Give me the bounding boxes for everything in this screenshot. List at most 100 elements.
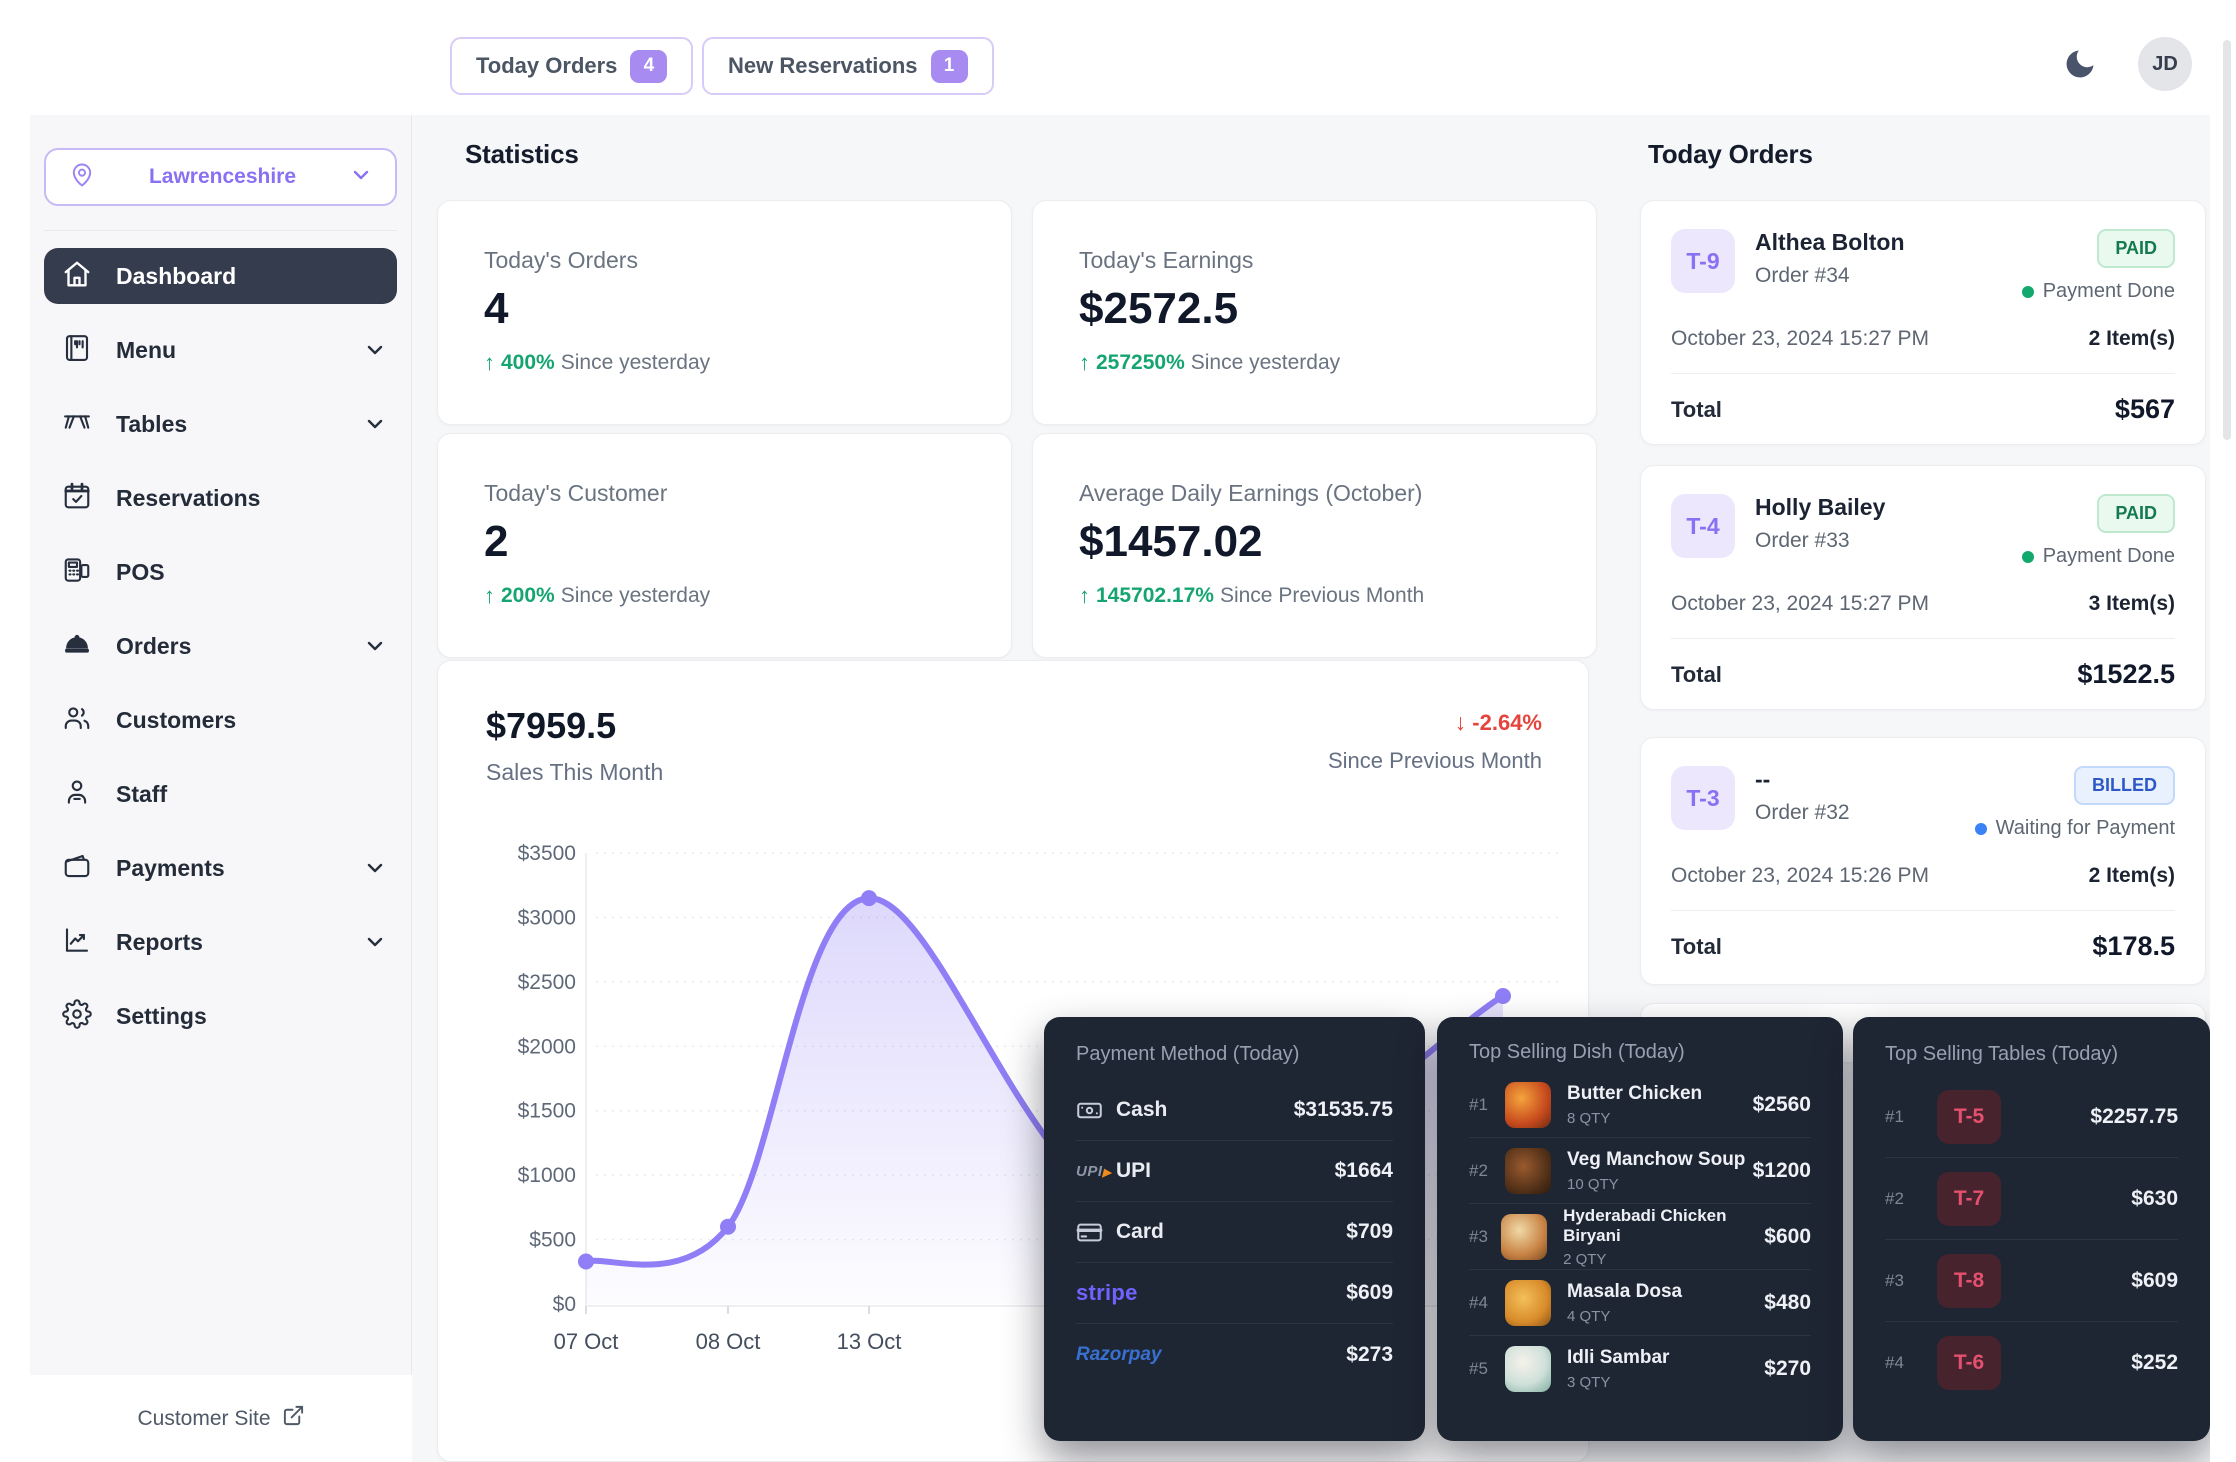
dark-mode-toggle[interactable] [2058,44,2102,88]
tables-panel-title: Top Selling Tables (Today) [1885,1043,2119,1065]
order-items-count: 2 Item(s) [2088,864,2175,887]
new-reservations-count-badge: 1 [930,49,968,83]
stat-delta-note: Since yesterday [1190,351,1341,374]
stat-delta-note: Since yesterday [560,351,711,374]
stat-delta: 200% [501,584,555,607]
payment-row: Cash $31535.75 [1076,1080,1393,1141]
status-badge: PAID [2097,229,2175,268]
svg-text:08 Oct: 08 Oct [696,1329,761,1354]
avatar[interactable]: JD [2138,37,2192,91]
upi-logo: UPI▶ [1076,1162,1112,1180]
new-reservations-button[interactable]: New Reservations 1 [702,37,994,95]
scrollbar-thumb[interactable] [2223,40,2231,440]
stat-label: Today's Orders [484,247,638,273]
external-link-icon [282,1404,305,1433]
status-badge: PAID [2097,494,2175,533]
status-badge: BILLED [2074,766,2175,805]
svg-text:$1000: $1000 [518,1164,576,1187]
svg-text:$0: $0 [553,1293,576,1316]
sidebar-item-reports[interactable]: Reports [44,914,397,970]
sidebar-nav: Dashboard Menu [44,248,397,1044]
payment-status-dot [2021,550,2034,563]
dish-image [1505,1346,1551,1392]
sidebar-item-payments[interactable]: Payments [44,840,397,896]
customer-site-link[interactable]: Customer Site [30,1375,412,1462]
table-badge: T-9 [1671,229,1735,293]
dish-price: $2560 [1752,1092,1811,1116]
pos-terminal-icon [62,555,92,590]
dish-image [1505,1279,1551,1326]
divider [1671,910,2175,911]
today-orders-button[interactable]: Today Orders 4 [450,37,694,95]
table-badge: T-4 [1671,494,1735,558]
payment-method-label: UPI [1116,1159,1152,1182]
dish-qty: 4 QTY [1567,1307,1611,1325]
calendar-check-icon [62,481,92,516]
dish-price: $1200 [1752,1158,1811,1182]
table-badge: T-5 [1937,1089,2001,1144]
svg-text:$3500: $3500 [518,842,576,865]
moon-icon [2062,46,2098,87]
sidebar-item-label: Reservations [116,484,261,511]
total-label: Total [1671,396,1722,422]
svg-text:$2500: $2500 [518,971,576,994]
payment-row: UPI▶ UPI $1664 [1076,1141,1393,1202]
order-card[interactable]: T-3 -- Order #32 BILLED Waiting for Paym… [1640,737,2206,985]
order-number: Order #34 [1755,264,1850,287]
stat-delta: 400% [501,351,555,374]
sidebar-item-orders[interactable]: Orders [44,618,397,674]
location-selector-value: Lawrenceshire [148,165,297,188]
sidebar-item-label: Tables [116,410,188,437]
sidebar-item-label: Orders [116,632,192,659]
payment-method-label: Cash [1116,1098,1168,1121]
chevron-down-icon [363,856,387,880]
order-card[interactable]: T-9 Althea Bolton Order #34 PAID Payment… [1640,200,2206,445]
total-label: Total [1671,933,1722,959]
sidebar-item-reservations[interactable]: Reservations [44,470,397,526]
sidebar-item-label: POS [116,558,165,585]
menu-book-icon [62,333,92,368]
sidebar-item-tables[interactable]: Tables [44,396,397,452]
payment-method-label: Card [1116,1220,1164,1243]
divider [1671,373,2175,374]
sidebar-item-pos[interactable]: POS [44,544,397,600]
chart-icon [62,925,92,960]
arrow-up-icon: ↑ [484,583,495,608]
table-amount: $2257.75 [2090,1104,2178,1128]
home-icon [62,259,92,294]
payment-amount: $31535.75 [1293,1098,1393,1121]
stat-delta: 145702.17% [1096,584,1214,607]
rank-label: #3 [1469,1226,1488,1246]
dish-image [1501,1213,1548,1260]
location-selector[interactable]: Lawrenceshire [44,148,397,206]
order-datetime: October 23, 2024 15:26 PM [1671,864,1929,887]
stat-delta: 257250% [1096,351,1185,374]
sidebar-item-label: Payments [116,854,225,881]
stat-label: Today's Earnings [1079,247,1254,273]
customer-name: Holly Bailey [1755,494,1886,520]
dish-price: $270 [1764,1357,1811,1380]
dish-name: Hyderabadi Chicken Biryani [1563,1205,1727,1245]
sidebar-item-settings[interactable]: Settings [44,988,397,1044]
dish-row: #2 Veg Manchow Soup 10 QTY $1200 [1469,1138,1811,1204]
chevron-down-icon [363,634,387,658]
chevron-down-icon [363,930,387,954]
top-bar: Today Orders 4 New Reservations 1 JD [0,0,2236,440]
stat-delta-note: Since yesterday [560,584,711,607]
table-row: #4 T-6 $252 [1885,1322,2178,1404]
sidebar-item-label: Reports [116,928,203,955]
razorpay-logo: Razorpay [1076,1343,1162,1365]
sidebar-item-dashboard[interactable]: Dashboard [44,248,397,304]
order-number: Order #32 [1755,801,1850,824]
rank-label: #4 [1469,1292,1488,1312]
dish-price: $600 [1764,1224,1811,1248]
today-orders-count-badge: 4 [630,49,668,83]
order-card[interactable]: T-4 Holly Bailey Order #33 PAID Payment … [1640,465,2206,710]
sidebar-item-customers[interactable]: Customers [44,692,397,748]
dish-qty: 8 QTY [1567,1109,1611,1127]
stat-value: 4 [484,284,509,333]
statistics-heading: Statistics [465,139,579,169]
sidebar-item-staff[interactable]: Staff [44,766,397,822]
rank-label: #2 [1469,1160,1488,1180]
sidebar-item-menu[interactable]: Menu [44,322,397,378]
